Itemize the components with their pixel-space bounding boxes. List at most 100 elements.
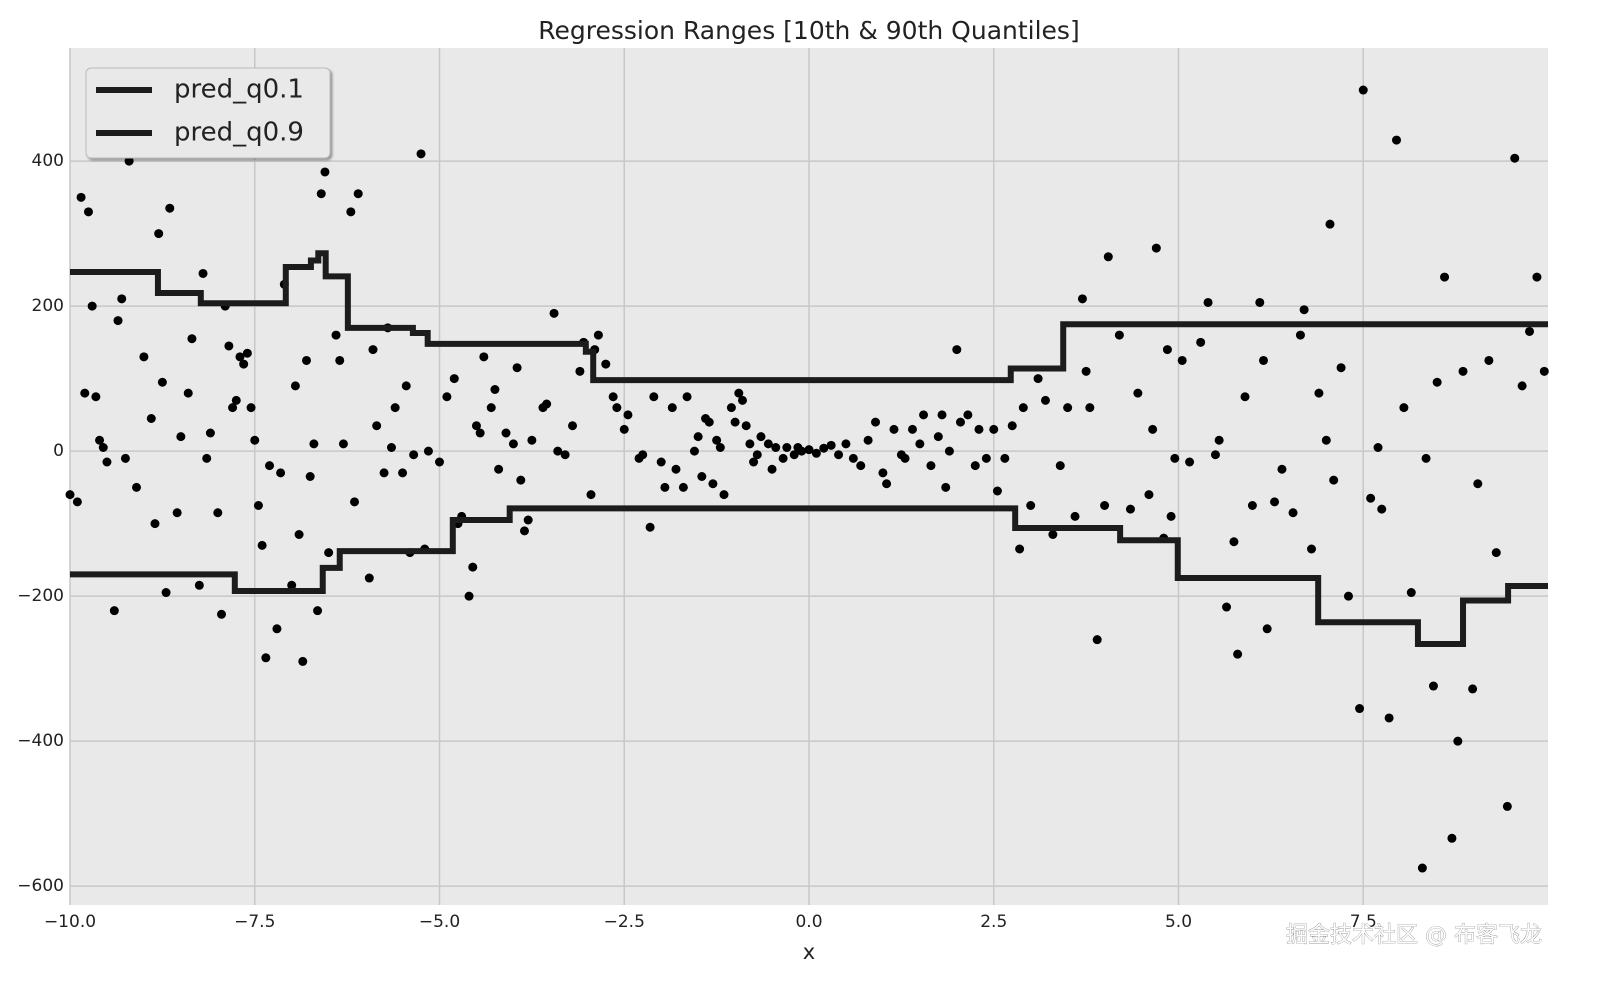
scatter-point	[1468, 684, 1478, 694]
scatter-point	[1417, 863, 1427, 873]
scatter-point	[1458, 366, 1468, 376]
scatter-point	[501, 428, 511, 438]
scatter-point	[1366, 493, 1376, 503]
scatter-point	[1007, 421, 1017, 431]
scatter-point	[1336, 363, 1346, 373]
scatter-point	[1510, 153, 1520, 163]
scatter-point	[974, 424, 984, 434]
scatter-point	[889, 424, 899, 434]
scatter-point	[423, 446, 433, 456]
scatter-point	[187, 334, 197, 344]
scatter-point	[309, 439, 319, 449]
scatter-point	[771, 442, 781, 452]
scatter-point	[298, 656, 308, 666]
scatter-point	[157, 377, 167, 387]
scatter-point	[1240, 392, 1250, 402]
scatter-point	[1314, 388, 1324, 398]
scatter-point	[752, 450, 762, 460]
scatter-point	[553, 446, 563, 456]
scatter-point	[1288, 508, 1298, 518]
scatter-point	[763, 439, 773, 449]
scatter-point	[132, 482, 142, 492]
scatter-point	[667, 403, 677, 413]
scatter-point	[490, 384, 500, 394]
scatter-point	[1085, 403, 1095, 413]
scatter-point	[789, 450, 799, 460]
scatter-point	[390, 403, 400, 413]
scatter-point	[593, 330, 603, 340]
scatter-point	[519, 526, 529, 536]
scatter-point	[749, 457, 759, 467]
scatter-point	[1247, 501, 1257, 511]
scatter-point	[1203, 297, 1213, 307]
scatter-point	[549, 308, 559, 318]
scatter-point	[778, 453, 788, 463]
scatter-point	[205, 428, 215, 438]
scatter-point	[737, 395, 747, 405]
y-tick-label: 200	[32, 296, 64, 316]
scatter-point	[235, 352, 245, 362]
scatter-point	[811, 448, 821, 458]
scatter-point	[1151, 243, 1161, 253]
scatter-point	[1233, 649, 1243, 659]
scatter-point	[1162, 345, 1172, 355]
scatter-point	[1055, 461, 1065, 471]
scatter-point	[276, 468, 286, 478]
scatter-point	[871, 417, 881, 427]
scatter-point	[146, 413, 156, 423]
scatter-point	[1222, 602, 1232, 612]
scatter-point	[678, 482, 688, 492]
scatter-point	[471, 421, 481, 431]
scatter-point	[1321, 435, 1331, 445]
scatter-point	[915, 439, 925, 449]
scatter-point	[239, 359, 249, 369]
scatter-point	[1148, 424, 1158, 434]
scatter-point	[486, 403, 496, 413]
y-tick-label: 0	[53, 441, 64, 461]
legend-label: pred_q0.1	[174, 75, 304, 105]
scatter-point	[623, 410, 633, 420]
scatter-point	[1133, 388, 1143, 398]
quantile-line	[70, 505, 1548, 647]
scatter-point	[1421, 453, 1431, 463]
scatter-point	[198, 268, 208, 278]
scatter-point	[1214, 435, 1224, 445]
scatter-point	[401, 381, 411, 391]
scatter-point	[826, 440, 836, 450]
scatter-point	[682, 392, 692, 402]
scatter-point	[1299, 305, 1309, 315]
scatter-point	[301, 355, 311, 365]
scatter-point	[442, 392, 452, 402]
scatter-point	[660, 482, 670, 492]
scatter-point	[120, 453, 130, 463]
scatter-point	[1210, 450, 1220, 460]
ticks: −10.0 −7.5 −5.0 −2.5 0.0 2.5 5.0 7.5 −600 −400 −20…	[17, 151, 1376, 932]
scatter-point	[316, 189, 326, 199]
scatter-point	[1000, 453, 1010, 463]
scatter-point	[1307, 544, 1317, 554]
scatter-point	[863, 435, 873, 445]
y-tick-label: −200	[17, 586, 64, 606]
scatter-point	[745, 439, 755, 449]
scatter-point	[449, 374, 459, 384]
scatter-point	[313, 606, 323, 616]
scatter-point	[1070, 511, 1080, 521]
scatter-point	[287, 580, 297, 590]
scatter-point	[955, 417, 965, 427]
scatter-point	[494, 464, 504, 474]
scatter-point	[1177, 355, 1187, 365]
scatter-point	[697, 472, 707, 481]
scatter-point	[335, 355, 345, 365]
quantile-line	[70, 250, 1548, 384]
scatter-point	[139, 352, 149, 362]
scatter-point	[1040, 395, 1050, 405]
scatter-point	[952, 345, 962, 355]
x-tick-label: −7.5	[234, 912, 275, 932]
scatter-point	[1185, 457, 1195, 467]
scatter-point	[183, 388, 193, 398]
scatter-point	[941, 482, 951, 492]
scatter-point	[1048, 530, 1058, 540]
scatter-point	[117, 294, 127, 304]
scatter-point	[87, 301, 97, 311]
x-tick-label: −10.0	[44, 912, 96, 932]
